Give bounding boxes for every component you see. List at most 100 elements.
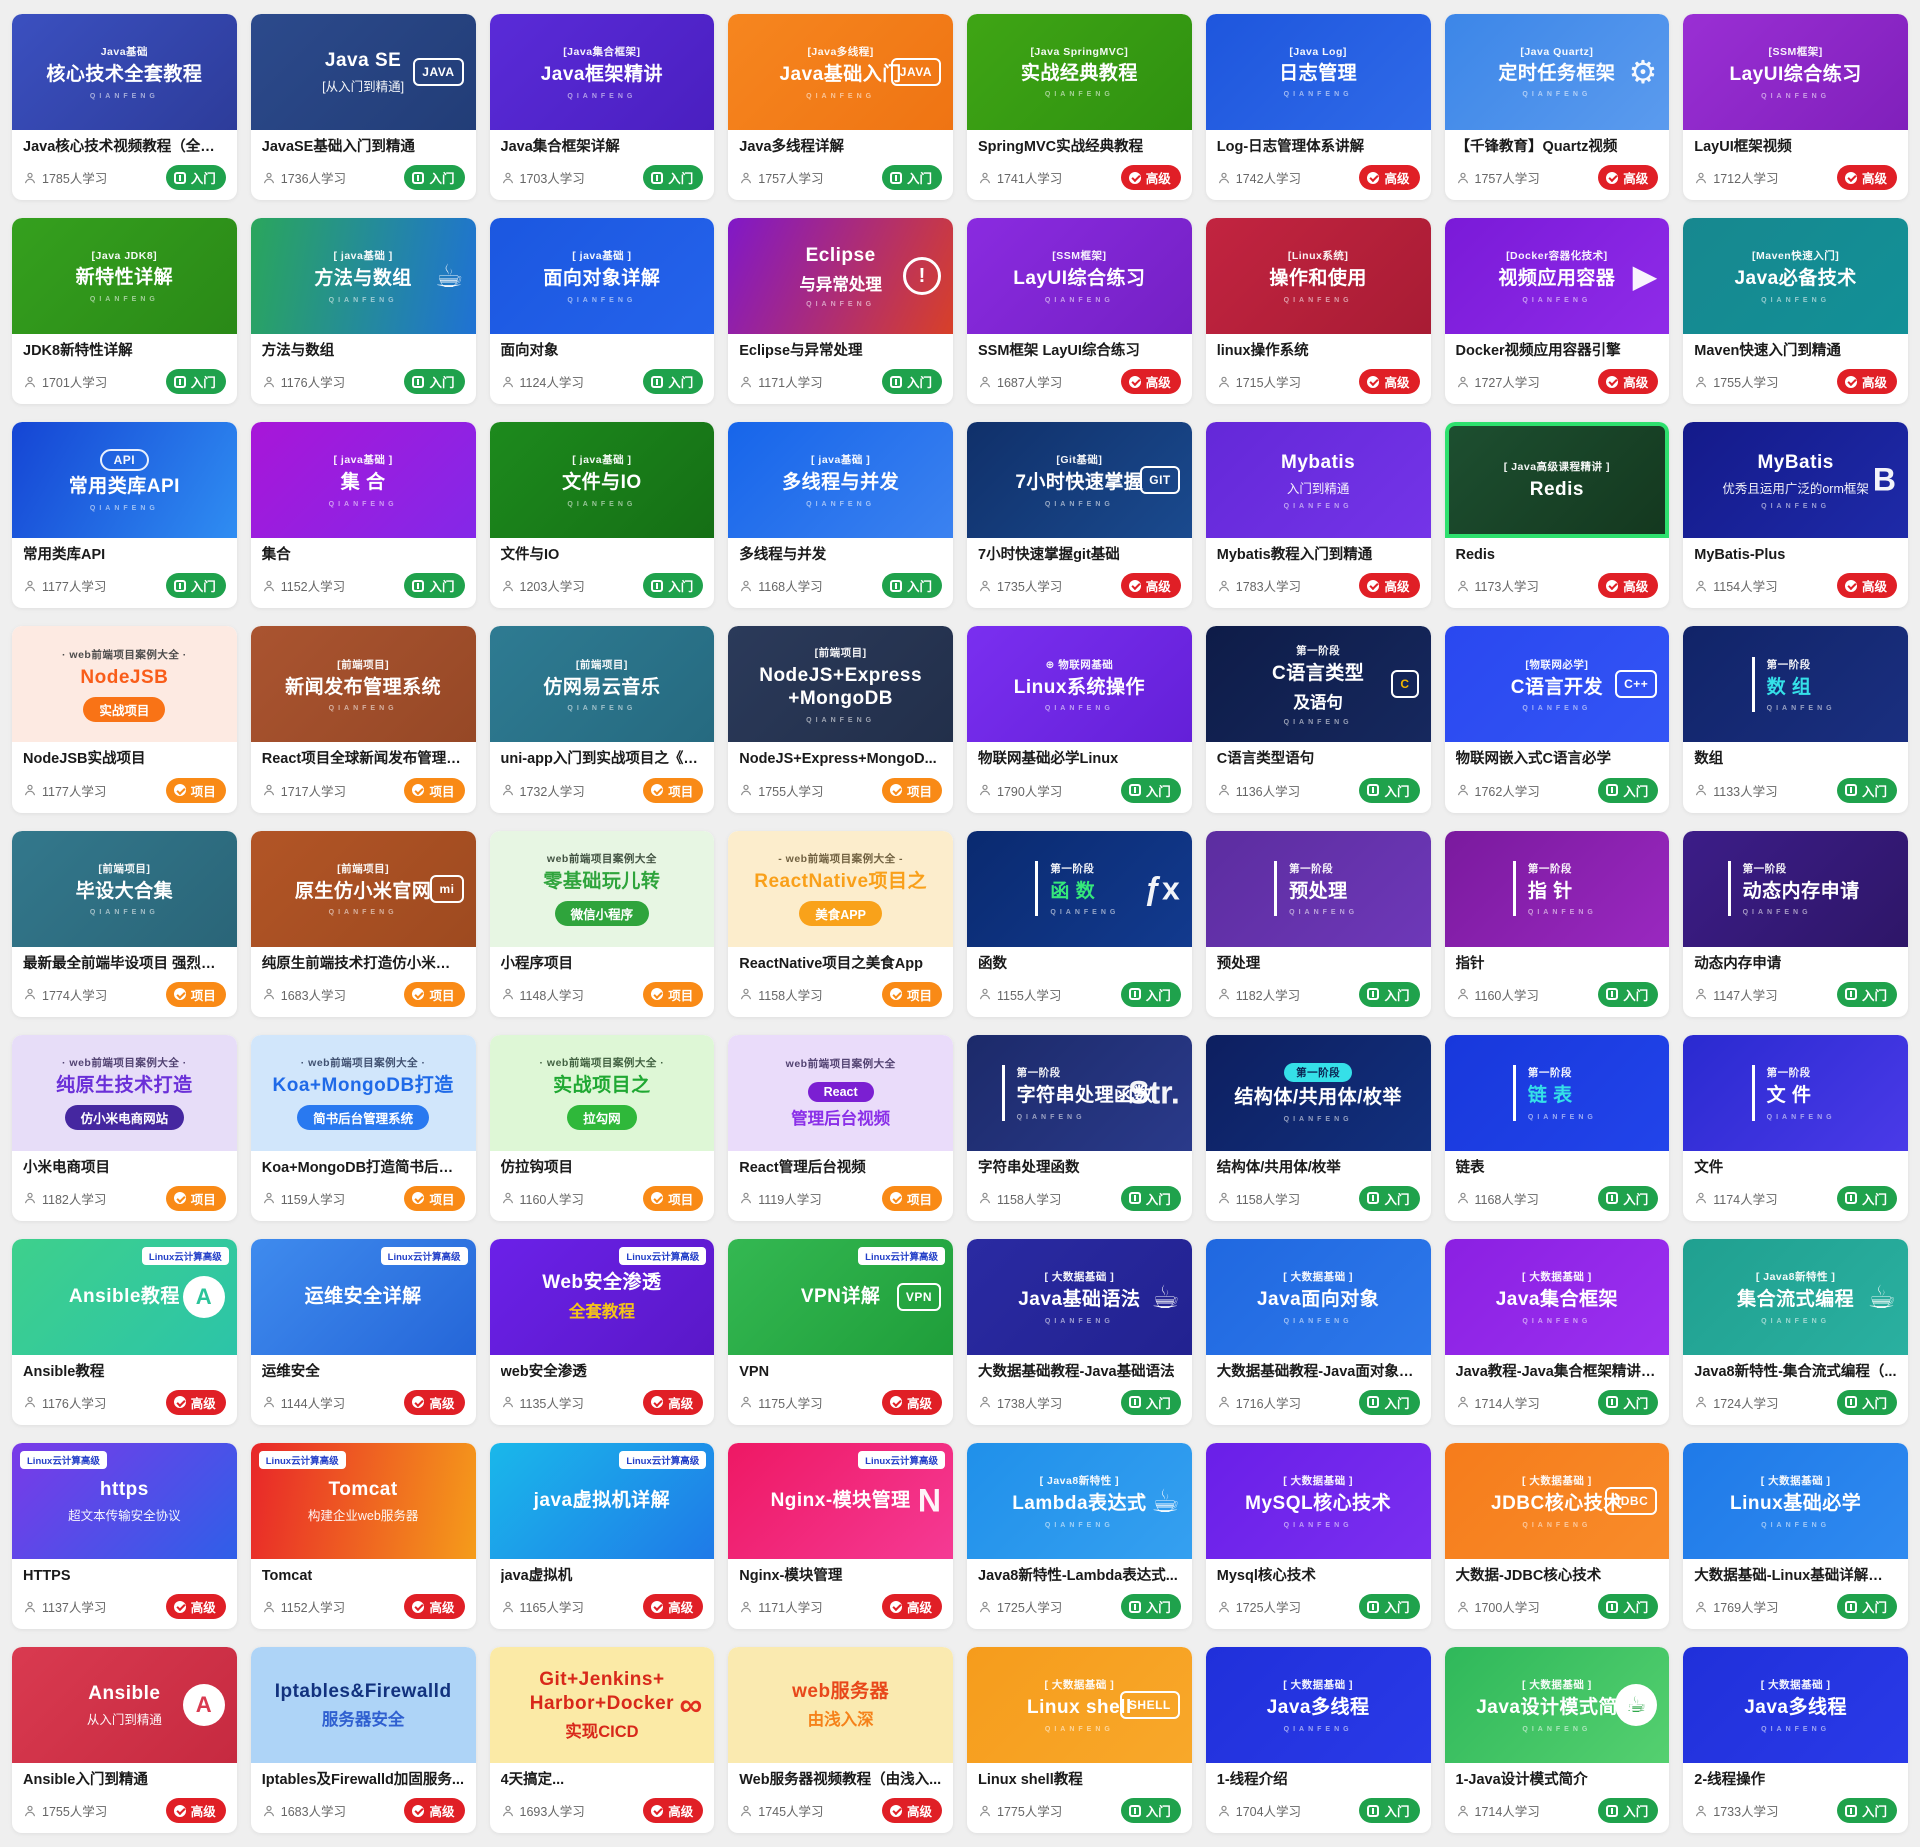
course-card[interactable]: 第一阶段 文 件 QIANFENG 文件 1174人学习 入 [1683, 1034, 1908, 1221]
course-thumbnail[interactable]: ∞ Git+Jenkins+ Harbor+Docker 实现CICD [489, 1647, 715, 1763]
course-thumbnail[interactable]: 第一阶段 链 表 QIANFENG [1444, 1034, 1670, 1151]
course-thumbnail[interactable]: 第一阶段 动态内存申请 QIANFENG [1683, 830, 1908, 947]
course-thumbnail[interactable]: · web前端项目案例大全 · Koa+MongoDB打造 简书后台管理系统 [250, 1034, 476, 1151]
course-thumbnail[interactable]: [ 大数据基础 ] Java多线程 QIANFENG [1205, 1647, 1431, 1763]
course-title[interactable]: 仿拉钩项目 [500, 1159, 574, 1176]
course-card[interactable]: JAVA [Java多线程] Java基础入门 QIANFENG Java多线程… [728, 14, 953, 201]
course-title[interactable]: 方法与数组 [261, 343, 335, 360]
course-title[interactable]: Log-日志管理体系讲解 [1216, 139, 1365, 155]
course-title[interactable]: 集合 [261, 547, 291, 564]
course-card[interactable]: [前端项目] 毕设大合集 QIANFENG 最新最全前端毕设项目 强烈建... … [12, 830, 237, 1017]
course-thumbnail[interactable]: Mybatis 入门到精通 QIANFENG [1205, 422, 1431, 539]
course-thumbnail[interactable]: ⚙ [Java Quartz] 定时任务框架 QIANFENG [1444, 14, 1670, 130]
course-card[interactable]: [ Java高级课程精讲 ] Redis Redis 1173人学习 [1444, 422, 1670, 609]
course-title[interactable]: Maven快速入门到精通 [1694, 343, 1841, 360]
course-thumbnail[interactable]: [ Java高级课程精讲 ] Redis [1444, 422, 1670, 539]
course-title[interactable]: C语言类型语句 [1216, 751, 1315, 768]
course-thumbnail[interactable]: ☕ [ java基础 ] 方法与数组 QIANFENG [250, 218, 476, 335]
course-title[interactable]: 【千锋教育】Quartz视频 [1455, 139, 1618, 155]
course-thumbnail[interactable]: [ 大数据基础 ] Java面向对象 QIANFENG [1205, 1238, 1431, 1355]
course-title[interactable]: Java集合框架详解 [500, 139, 620, 155]
course-thumbnail[interactable]: [ java基础 ] 文件与IO QIANFENG [489, 422, 715, 539]
course-card[interactable]: · web前端项目案例大全 · 实战项目之 拉勾网 仿拉钩项目 1160人学习 [489, 1034, 715, 1221]
course-card[interactable]: ƒx 第一阶段 函 数 QIANFENG 函数 1155人学习 [967, 830, 1192, 1017]
course-thumbnail[interactable]: [ 大数据基础 ] Java集合框架 QIANFENG [1444, 1238, 1670, 1355]
course-title[interactable]: 1-线程介绍 [1216, 1772, 1288, 1788]
course-thumbnail[interactable]: C 第一阶段 C语言类型 及语句 QIANFENG [1205, 626, 1431, 743]
course-thumbnail[interactable]: 第一阶段 文 件 QIANFENG [1683, 1034, 1908, 1151]
course-title[interactable]: React项目全球新闻发布管理系统 [261, 751, 465, 768]
course-card[interactable]: · web前端项目案例大全 · NodeJSB 实战项目 NodeJSB实战项目… [12, 626, 237, 813]
course-card[interactable]: web前端项目案例大全 React 管理后台视频 React管理后台视频 111… [728, 1034, 953, 1221]
course-thumbnail[interactable]: API 常用类库API QIANFENG [12, 422, 237, 539]
course-card[interactable]: ☕ [ 大数据基础 ] Java基础语法 QIANFENG 大数据基础教程-Ja… [967, 1238, 1192, 1425]
course-card[interactable]: Str. 第一阶段 字符串处理函数 QIANFENG 字符串处理函数 1158人… [967, 1034, 1192, 1221]
course-card[interactable]: SHELL [ 大数据基础 ] Linux shell QIANFENG Lin… [967, 1647, 1192, 1834]
course-thumbnail[interactable]: 第一阶段 结构体/共用体/枚举 QIANFENG [1205, 1034, 1431, 1151]
course-title[interactable]: Ansible教程 [23, 1363, 105, 1380]
course-thumbnail[interactable]: [前端项目] NodeJS+Express +MongoDB QIANFENG [728, 626, 953, 743]
course-title[interactable]: 函数 [978, 955, 1007, 972]
course-title[interactable]: Java教程-Java集合框架精讲（... [1455, 1363, 1659, 1380]
course-card[interactable]: ! Eclipse 与异常处理 QIANFENG Eclipse与异常处理 11… [728, 218, 953, 405]
course-thumbnail[interactable]: [ java基础 ] 面向对象详解 QIANFENG [489, 218, 715, 335]
course-thumbnail[interactable]: GIT [Git基础] 7小时快速掌握 QIANFENG [967, 422, 1192, 539]
course-card[interactable]: [SSM框架] LayUI综合练习 QIANFENG SSM框架 LayUI综合… [967, 218, 1192, 405]
course-title[interactable]: 动态内存申请 [1694, 955, 1782, 972]
course-card[interactable]: 第一阶段 数 组 QIANFENG 数组 1133人学习 入 [1683, 626, 1908, 813]
course-thumbnail[interactable]: JAVA Java SE [从入门到精通] [250, 14, 476, 130]
course-title[interactable]: Nginx-模块管理 [739, 1567, 843, 1584]
course-thumbnail[interactable]: Linux云计算高级 https 超文本传输安全协议 [12, 1442, 237, 1559]
course-thumbnail[interactable]: ⊕ 物联网基础 Linux系统操作 QIANFENG [967, 626, 1192, 743]
course-thumbnail[interactable]: · web前端项目案例大全 · 实战项目之 拉勾网 [489, 1034, 715, 1151]
course-title[interactable]: Redis [1455, 547, 1496, 564]
course-title[interactable]: Eclipse与异常处理 [739, 343, 863, 360]
course-title[interactable]: 结构体/共用体/枚举 [1216, 1159, 1341, 1176]
course-thumbnail[interactable]: [SSM框架] LayUI综合练习 QIANFENG [1683, 14, 1908, 130]
course-thumbnail[interactable]: 第一阶段 指 针 QIANFENG [1444, 830, 1670, 947]
course-title[interactable]: 2-线程操作 [1694, 1772, 1766, 1788]
course-card[interactable]: ∞ Git+Jenkins+ Harbor+Docker 实现CICD 4天搞定… [489, 1647, 715, 1834]
course-card[interactable]: [ java基础 ] 集 合 QIANFENG 集合 1152人学习 [250, 422, 476, 609]
course-card[interactable]: C++ [物联网必学] C语言开发 QIANFENG 物联网嵌入式C语言必学 1… [1444, 626, 1670, 813]
course-title[interactable]: uni-app入门到实战项目之《仿... [500, 751, 704, 768]
course-thumbnail[interactable]: Linux云计算高级 Web安全渗透 全套教程 [489, 1238, 715, 1355]
course-card[interactable]: ▶ [Docker容器化技术] 视频应用容器 QIANFENG Docker视频… [1444, 218, 1670, 405]
course-title[interactable]: 运维安全 [261, 1363, 320, 1380]
course-thumbnail[interactable]: ▶ [Docker容器化技术] 视频应用容器 QIANFENG [1444, 218, 1670, 335]
course-thumbnail[interactable]: A Ansible 从入门到精通 [12, 1647, 237, 1763]
course-thumbnail[interactable]: web服务器 由浅入深 [728, 1647, 953, 1763]
course-title[interactable]: 大数据基础-Linux基础详解课程 [1694, 1567, 1897, 1584]
course-title[interactable]: MyBatis-Plus [1694, 547, 1786, 564]
course-card[interactable]: ☕ [ 大数据基础 ] Java设计模式简介 QIANFENG 1-Java设计… [1444, 1647, 1670, 1834]
course-card[interactable]: [ 大数据基础 ] Java面向对象 QIANFENG 大数据基础教程-Java… [1205, 1238, 1431, 1425]
course-thumbnail[interactable]: ☕ [ Java8新特性 ] 集合流式编程 QIANFENG [1683, 1238, 1908, 1355]
course-title[interactable]: Mysql核心技术 [1216, 1567, 1316, 1584]
course-title[interactable]: 物联网嵌入式C语言必学 [1455, 751, 1611, 768]
course-card[interactable]: JAVA Java SE [从入门到精通] JavaSE基础入门到精通 1736… [250, 14, 476, 201]
course-thumbnail[interactable]: 第一阶段 数 组 QIANFENG [1683, 626, 1908, 743]
course-title[interactable]: Iptables及Firewalld加固服务... [261, 1772, 464, 1788]
course-thumbnail[interactable]: Linux云计算高级 VPN VPN详解 [728, 1238, 953, 1355]
course-thumbnail[interactable]: C++ [物联网必学] C语言开发 QIANFENG [1444, 626, 1670, 743]
course-card[interactable]: ☕ [ Java8新特性 ] Lambda表达式 QIANFENG Java8新… [967, 1442, 1192, 1629]
course-card[interactable]: ☕ [ java基础 ] 方法与数组 QIANFENG 方法与数组 1176人学… [250, 218, 476, 405]
course-thumbnail[interactable]: Str. 第一阶段 字符串处理函数 QIANFENG [967, 1034, 1192, 1151]
course-title[interactable]: java虚拟机 [500, 1567, 573, 1584]
course-card[interactable]: ☕ [ Java8新特性 ] 集合流式编程 QIANFENG Java8新特性-… [1683, 1238, 1908, 1425]
course-title[interactable]: 4天搞定... [500, 1772, 565, 1788]
course-title[interactable]: 文件 [1694, 1159, 1724, 1176]
course-thumbnail[interactable]: Linux云计算高级 Tomcat 构建企业web服务器 [250, 1442, 476, 1559]
course-card[interactable]: [ java基础 ] 多线程与并发 QIANFENG 多线程与并发 1168人学… [728, 422, 953, 609]
course-card[interactable]: [Java集合框架] Java框架精讲 QIANFENG Java集合框架详解 … [489, 14, 715, 201]
course-card[interactable]: [ 大数据基础 ] Java集合框架 QIANFENG Java教程-Java集… [1444, 1238, 1670, 1425]
course-thumbnail[interactable]: Java基础 核心技术全套教程 QIANFENG [12, 14, 237, 130]
course-title[interactable]: Ansible入门到精通 [23, 1772, 148, 1788]
course-card[interactable]: [ 大数据基础 ] Java多线程 QIANFENG 2-线程操作 1733人学… [1683, 1647, 1908, 1834]
course-title[interactable]: ReactNative项目之美食App [739, 955, 923, 972]
course-title[interactable]: Web服务器视频教程（由浅入... [739, 1772, 942, 1788]
course-thumbnail[interactable]: SHELL [ 大数据基础 ] Linux shell QIANFENG [967, 1647, 1192, 1763]
course-card[interactable]: [前端项目] NodeJS+Express +MongoDB QIANFENG … [728, 626, 953, 813]
course-title[interactable]: 大数据基础教程-Java面对象编程 [1216, 1363, 1420, 1380]
course-title[interactable]: SpringMVC实战经典教程 [978, 139, 1144, 155]
